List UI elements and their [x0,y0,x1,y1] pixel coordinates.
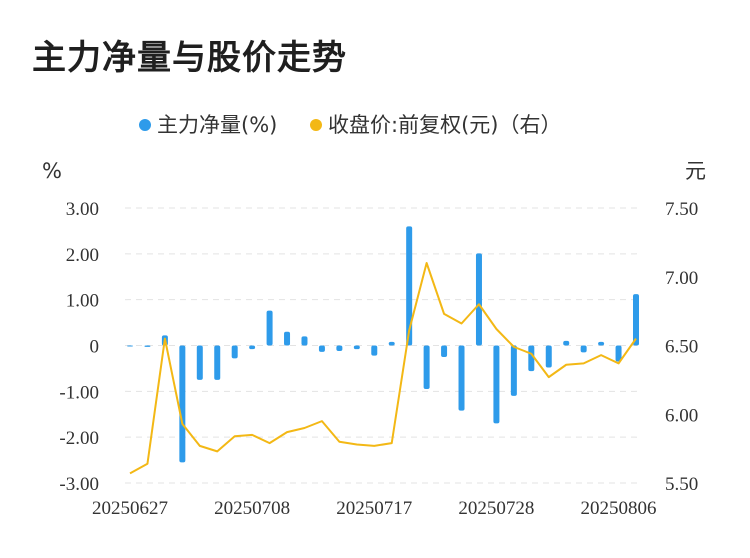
grid-lines [125,207,640,484]
bar[interactable] [493,345,500,424]
bar[interactable] [231,345,238,359]
right-tick-label: 6.50 [665,337,698,358]
left-axis-unit: % [42,159,62,183]
bar[interactable] [510,345,517,396]
bar[interactable] [441,345,448,357]
x-axis: 20250627 20250708 20250717 20250728 20250806 [92,498,657,519]
right-axis-unit: 元 [685,159,706,183]
bar[interactable] [353,345,360,350]
bar[interactable] [127,345,133,347]
bar[interactable] [475,253,482,346]
legend-label-line: 收盘价:前复权(元)（右） [328,113,561,137]
bar[interactable] [336,345,343,352]
legend-dot-line [310,119,322,131]
bar-series [127,226,639,463]
right-tick-label: 5.50 [665,474,698,495]
bar[interactable] [388,341,395,346]
bar[interactable] [633,294,639,346]
legend-item-line[interactable]: 收盘价:前复权(元)（右） [310,113,561,137]
left-tick-label: -3.00 [59,474,99,495]
bar[interactable] [598,341,605,346]
x-tick-label: 20250728 [458,498,534,519]
bar[interactable] [284,331,291,346]
bar[interactable] [528,345,535,372]
bar[interactable] [563,340,570,346]
bar[interactable] [266,310,273,346]
bar[interactable] [249,345,256,350]
price-line[interactable] [129,262,637,475]
left-tick-label: 1.00 [66,291,99,312]
right-tick-label: 7.00 [665,268,698,289]
legend-label-bar: 主力净量(%) [157,113,277,137]
bar[interactable] [179,345,186,463]
left-axis: 3.00 2.00 1.00 0 -1.00 -2.00 -3.00 [59,199,99,495]
legend-dot-bar [139,119,151,131]
bar[interactable] [545,345,552,368]
x-tick-label: 20250627 [92,498,168,519]
bar[interactable] [423,345,430,390]
x-tick-label: 20250806 [581,498,657,519]
chart-title: 主力净量与股价走势 [32,38,347,78]
bar[interactable] [406,226,413,346]
x-tick-label: 20250717 [336,498,412,519]
bar[interactable] [144,345,151,347]
bar[interactable] [301,336,308,346]
left-tick-label: 3.00 [66,199,99,220]
legend: 主力净量(%) 收盘价:前复权(元)（右） [139,113,561,137]
x-tick-label: 20250708 [214,498,290,519]
right-axis: 7.50 7.00 6.50 6.00 5.50 [665,199,698,495]
left-tick-label: -2.00 [59,428,99,449]
left-tick-label: 2.00 [66,245,99,266]
right-tick-label: 6.00 [665,405,698,426]
bar[interactable] [196,345,203,380]
left-tick-label: -1.00 [59,382,99,403]
bar[interactable] [580,345,587,353]
right-tick-label: 7.50 [665,199,698,220]
bar[interactable] [214,345,221,380]
bar[interactable] [615,345,622,362]
legend-item-bar[interactable]: 主力净量(%) [139,113,277,137]
line-series [129,262,637,475]
bar[interactable] [458,345,465,411]
bar[interactable] [371,345,378,356]
left-tick-label: 0 [90,337,100,358]
bar[interactable] [318,345,325,352]
